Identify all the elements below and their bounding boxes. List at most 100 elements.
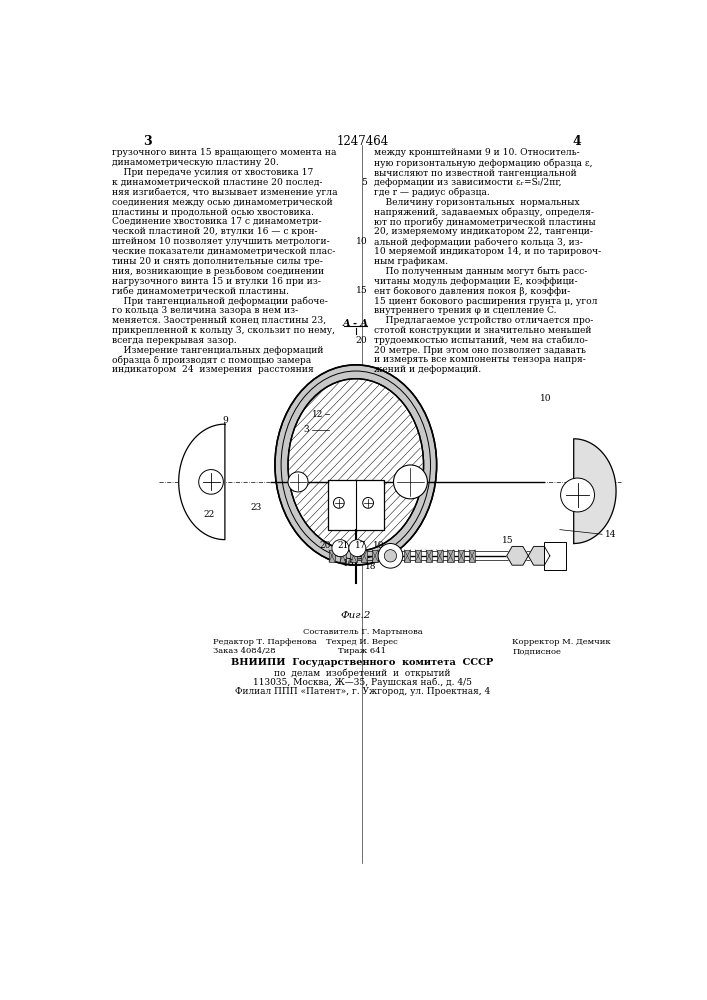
Text: ния, возникающие в резьбовом соединении: ния, возникающие в резьбовом соединении [112,267,324,276]
Bar [339,550,346,562]
Polygon shape [507,546,528,565]
Circle shape [363,497,373,508]
Text: грузочного винта 15 вращающего момента на: грузочного винта 15 вращающего момента н… [112,148,337,157]
Text: 4: 4 [573,135,581,148]
Circle shape [334,497,344,508]
Text: 15: 15 [356,286,368,295]
Text: няя изгибается, что вызывает изменение угла: няя изгибается, что вызывает изменение у… [112,188,337,197]
Text: и измерять все компоненты тензора напря-: и измерять все компоненты тензора напря- [373,355,585,364]
Text: стотой конструкции и значительно меньшей: стотой конструкции и значительно меньшей [373,326,591,335]
Circle shape [288,472,308,492]
Text: 1247464: 1247464 [337,135,388,148]
Text: к динамометрической пластине 20 послед-: к динамометрической пластине 20 послед- [112,178,322,187]
Text: 20: 20 [356,336,368,345]
Text: меняется. Заостренный конец пластины 23,: меняется. Заостренный конец пластины 23, [112,316,326,325]
Text: Техред И. Верес: Техред И. Верес [327,638,398,646]
Text: 9: 9 [222,416,228,425]
Text: пластины и продольной осью хвостовика.: пластины и продольной осью хвостовика. [112,208,314,217]
Text: ным графикам.: ным графикам. [373,257,448,266]
Text: Заказ 4084/28: Заказ 4084/28 [214,647,276,655]
Text: Составитель Г. Мартынова: Составитель Г. Мартынова [303,628,422,636]
Text: Фиг.2: Фиг.2 [341,611,371,620]
Text: 17: 17 [356,541,367,550]
Text: внутреннего трения φ и сцепление C.: внутреннего трения φ и сцепление C. [373,306,556,315]
Text: 16: 16 [343,559,355,568]
Text: динамометрическую пластину 20.: динамометрическую пластину 20. [112,158,279,167]
Text: 20: 20 [320,541,331,550]
Bar [448,550,454,562]
Text: альной деформации рабочего кольца 3, из-: альной деформации рабочего кольца 3, из- [373,237,583,247]
Text: 10 меряемой индикатором 14, и по тарировоч-: 10 меряемой индикатором 14, и по тариров… [373,247,601,256]
Text: ческой пластиной 20, втулки 16 — с крон-: ческой пластиной 20, втулки 16 — с крон- [112,227,317,236]
Circle shape [332,540,349,557]
Circle shape [199,470,223,494]
Text: Корректор М. Демчик: Корректор М. Демчик [512,638,611,646]
Circle shape [385,550,397,562]
Text: прикрепленной к кольцу 3, скользит по нему,: прикрепленной к кольцу 3, скользит по не… [112,326,334,335]
Text: го кольца 3 величина зазора в нем из-: го кольца 3 величина зазора в нем из- [112,306,298,315]
Bar [328,480,383,530]
Text: ческие показатели динамометрической плас-: ческие показатели динамометрической плас… [112,247,335,256]
Bar [382,550,389,562]
Text: 22: 22 [204,510,215,519]
Text: Тираж 641: Тираж 641 [339,647,386,655]
Bar [351,550,356,562]
Circle shape [394,465,428,499]
Text: 18: 18 [366,562,377,571]
Polygon shape [528,546,550,565]
Bar [329,550,335,562]
Text: всегда перекрывая зазор.: всегда перекрывая зазор. [112,336,236,345]
Text: Редактор Т. Парфенова: Редактор Т. Парфенова [214,638,317,646]
Circle shape [561,478,595,512]
Text: Предлагаемое устройство отличается про-: Предлагаемое устройство отличается про- [373,316,593,325]
Text: 12: 12 [312,410,323,419]
Text: 20, измеряемому индикатором 22, тангенци-: 20, измеряемому индикатором 22, тангенци… [373,227,592,236]
Text: 3: 3 [303,425,308,434]
Text: Филиал ППП «Патент», г. Ужгород, ул. Проектная, 4: Филиал ППП «Патент», г. Ужгород, ул. Про… [235,687,490,696]
Text: трудоемкостью испытаний, чем на стабило-: трудоемкостью испытаний, чем на стабило- [373,336,588,345]
Text: ент бокового давления покоя β, коэффи-: ент бокового давления покоя β, коэффи- [373,286,570,296]
Text: ВНИИПИ  Государственного  комитета  СССР: ВНИИПИ Государственного комитета СССР [231,658,493,667]
Text: между кронштейнами 9 и 10. Относитель-: между кронштейнами 9 и 10. Относитель- [373,148,579,157]
Text: 15 циент бокового расширения грунта μ, угол: 15 циент бокового расширения грунта μ, у… [373,296,597,306]
Text: 5: 5 [361,178,368,187]
Ellipse shape [288,379,423,551]
Text: 23: 23 [251,503,262,512]
Text: A - A: A - A [343,319,369,328]
Bar [372,550,378,562]
Bar [469,550,475,562]
Text: соединения между осью динамометрической: соединения между осью динамометрической [112,198,332,207]
Text: 10: 10 [540,394,551,403]
Text: напряжений, задаваемых образцу, определя-: напряжений, задаваемых образцу, определя… [373,208,593,217]
Text: штейном 10 позволяет улучшить метрологи-: штейном 10 позволяет улучшить метрологи- [112,237,329,246]
Circle shape [349,540,366,557]
Text: жений и деформаций.: жений и деформаций. [373,365,481,374]
Text: 20 метре. При этом оно позволяет задавать: 20 метре. При этом оно позволяет задават… [373,346,585,355]
Text: тины 20 и снять дополнительные силы тре-: тины 20 и снять дополнительные силы тре- [112,257,322,266]
Bar [544,542,566,570]
Bar [437,550,443,562]
Ellipse shape [275,365,437,565]
Text: деформации из зависимости εᵣ=Sₗ/2πr,: деформации из зависимости εᵣ=Sₗ/2πr, [373,178,561,187]
Text: По полученным данным могут быть расс-: По полученным данным могут быть расс- [373,267,587,276]
Text: 10: 10 [356,237,368,246]
Text: Соединение хвостовика 17 с динамометри-: Соединение хвостовика 17 с динамометри- [112,217,321,226]
Text: нагрузочного винта 15 и втулки 16 при из-: нагрузочного винта 15 и втулки 16 при из… [112,277,321,286]
Text: по  делам  изобретений  и  открытий: по делам изобретений и открытий [274,668,450,678]
Text: где r — радиус образца.: где r — радиус образца. [373,188,489,197]
Text: При тангенциальной деформации рабоче-: При тангенциальной деформации рабоче- [112,296,327,306]
Text: 21: 21 [337,541,349,550]
Text: образца δ производят с помощью замера: образца δ производят с помощью замера [112,355,311,365]
Text: Подписное: Подписное [512,647,561,655]
Text: Величину горизонтальных  нормальных: Величину горизонтальных нормальных [373,198,579,207]
Text: 15: 15 [502,536,513,545]
Text: гибе динамометрической пластины.: гибе динамометрической пластины. [112,286,288,296]
Text: При передаче усилия от хвостовика 17: При передаче усилия от хвостовика 17 [112,168,313,177]
Polygon shape [573,439,616,544]
Text: 3: 3 [144,135,152,148]
Text: индикатором  24  измерения  расстояния: индикатором 24 измерения расстояния [112,365,313,374]
Text: ют по прогибу динамометрической пластины: ют по прогибу динамометрической пластины [373,217,595,227]
Text: читаны модуль деформации Е, коэффици-: читаны модуль деформации Е, коэффици- [373,277,577,286]
Bar [415,550,421,562]
Bar [361,550,368,562]
